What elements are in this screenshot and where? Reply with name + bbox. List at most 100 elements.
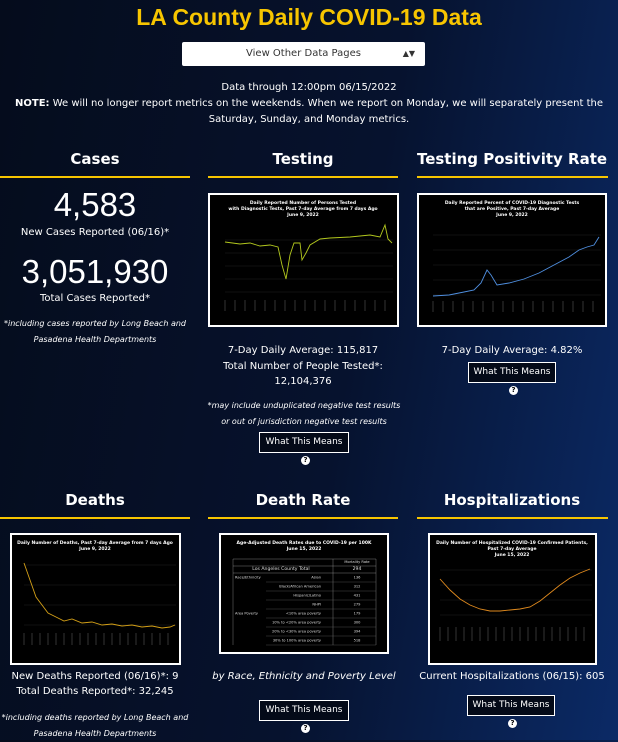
heading-underline (0, 517, 190, 519)
row-value: 279 (354, 603, 362, 607)
row-label: Hispanic/Latino (293, 594, 321, 598)
new-cases: 4,583 (53, 186, 137, 223)
chart-image: Daily Reported Number of Persons Tested … (224, 200, 393, 311)
table-lines (232, 558, 377, 645)
positivity-average: 7-Day Daily Average: 4.82% (441, 345, 583, 356)
chart-grid (433, 234, 601, 296)
chart-grid (225, 239, 393, 293)
section-heading: Cases (70, 150, 120, 168)
new-cases-label: New Cases Reported (06/16)* (20, 227, 170, 238)
row-label: 30% to 100% area poverty (273, 639, 322, 643)
chart-title: Daily Number of Deaths, Past 7-day Avera… (17, 540, 173, 546)
what-this-means-button[interactable]: What This Means? (468, 362, 556, 395)
table-image: Age-Adjusted Death Rates due to COVID-19… (232, 540, 377, 646)
testing-average: 7-Day Daily Average: 115,817 (227, 345, 379, 356)
heading-underline (417, 517, 608, 519)
row-value: 431 (354, 594, 361, 598)
section-heading: Death Rate (255, 491, 351, 509)
button-label: What This Means (472, 700, 550, 710)
button-label: What This Means (265, 437, 343, 447)
section-heading: Hospitalizations (443, 491, 581, 509)
deaths-footnote: *including deaths reported by Long Beach… (1, 713, 189, 738)
button-label: What This Means (473, 367, 551, 377)
row-value: 136 (354, 576, 362, 580)
chart-title: June 9, 2022 (495, 212, 528, 218)
chart-grid (440, 569, 592, 616)
chart-line (23, 562, 176, 629)
what-this-means-button[interactable]: What This Means? (259, 700, 349, 733)
row-label: <10% area poverty (286, 612, 322, 616)
axis-labels (23, 633, 169, 645)
chart-title: June 9, 2022 (286, 212, 319, 218)
positivity-chart[interactable]: Daily Reported Percent of COVID-19 Diagn… (417, 193, 607, 327)
chart-title: Daily Number of Hospitalized COVID-19 Co… (436, 540, 588, 546)
row-value: 300 (354, 621, 362, 625)
chart-line (432, 236, 600, 297)
note-text: We will no longer report metrics on the … (52, 98, 603, 125)
heading-underline (208, 176, 398, 178)
row-value: 179 (354, 612, 362, 616)
total-cases-label: Total Cases Reported* (39, 293, 151, 304)
testing-total: 12,104,376 (274, 376, 332, 387)
chart-title: Daily Reported Percent of COVID-19 Diagn… (445, 200, 580, 206)
chart-line (439, 568, 591, 612)
row-label: Black/African American (279, 585, 321, 589)
row-group: Race/Ethnicity (235, 576, 262, 580)
death-rate-table[interactable]: Age-Adjusted Death Rates due to COVID-19… (219, 533, 389, 654)
section-heading: Testing Positivity Rate (416, 150, 608, 168)
chart-title: June 9, 2022 (78, 546, 111, 552)
section-heading: Testing (272, 150, 334, 168)
chart-image: Daily Number of Deaths, Past 7-day Avera… (17, 540, 176, 645)
axis-labels (432, 301, 594, 312)
death-rate-caption: by Race, Ethnicity and Poverty Level (212, 671, 396, 682)
help-icon: ? (508, 719, 517, 728)
chart-title: June 15, 2022 (494, 552, 530, 558)
page-title: LA County Daily COVID-19 Data (136, 4, 482, 30)
chart-line (224, 223, 393, 280)
table-title: Age-Adjusted Death Rates due to COVID-19… (237, 540, 372, 546)
chart-title: that are Positive, Past 7-day Average (465, 206, 560, 212)
note-label: NOTE: (15, 98, 50, 109)
chart-grid (24, 564, 176, 626)
chart-image: Daily Reported Percent of COVID-19 Diagn… (432, 200, 601, 312)
table-title: June 15, 2022 (286, 546, 322, 552)
total-value: 294 (353, 566, 362, 572)
new-deaths: New Deaths Reported (06/16)*: 9 (11, 671, 179, 682)
data-through: Data through 12:00pm 06/15/2022 (221, 82, 397, 93)
cases-footnote: *including cases reported by Long Beach … (3, 319, 186, 344)
what-this-means-button[interactable]: What This Means? (467, 695, 555, 728)
chart-title: Daily Reported Number of Persons Tested (250, 200, 356, 206)
row-value: 312 (354, 585, 361, 589)
total-deaths: Total Deaths Reported*: 32,245 (16, 686, 174, 697)
help-icon: ? (509, 386, 518, 395)
row-group: Area Poverty (235, 612, 259, 616)
page-select[interactable]: View Other Data Pages ▲▼ (182, 42, 425, 66)
row-value: 394 (354, 630, 362, 634)
select-label: View Other Data Pages (246, 48, 361, 59)
total-label: Los Angeles County Total (252, 566, 309, 572)
chart-image: Daily Number of Hospitalized COVID-19 Co… (436, 540, 592, 641)
axis-labels (224, 300, 386, 311)
what-this-means-button[interactable]: What This Means? (259, 432, 349, 465)
testing-chart[interactable]: Daily Reported Number of Persons Tested … (208, 193, 399, 327)
testing-footnote: *may include unduplicated negative test … (207, 401, 401, 426)
current-hospitalizations: Current Hospitalizations (06/15): 605 (419, 671, 605, 682)
heading-underline (208, 517, 398, 519)
hospitalizations-chart[interactable]: Daily Number of Hospitalized COVID-19 Co… (428, 533, 597, 665)
testing-total-label: Total Number of People Tested*: (223, 361, 383, 372)
row-label: NHPI (312, 603, 321, 607)
help-icon: ? (301, 456, 310, 465)
heading-underline (0, 176, 190, 178)
deaths-chart[interactable]: Daily Number of Deaths, Past 7-day Avera… (10, 533, 181, 665)
column-header: Mortality Rate (344, 560, 370, 564)
axis-labels (439, 627, 585, 641)
help-icon: ? (301, 724, 310, 733)
heading-underline (417, 176, 608, 178)
row-label: 10% to <20% area poverty (272, 621, 322, 625)
button-label: What This Means (265, 705, 343, 715)
note: NOTE: We will no longer report metrics o… (4, 96, 614, 128)
section-heading: Deaths (65, 491, 125, 509)
chart-title: Past 7-day Average (487, 546, 536, 552)
select-arrow: ▲▼ (402, 49, 415, 58)
